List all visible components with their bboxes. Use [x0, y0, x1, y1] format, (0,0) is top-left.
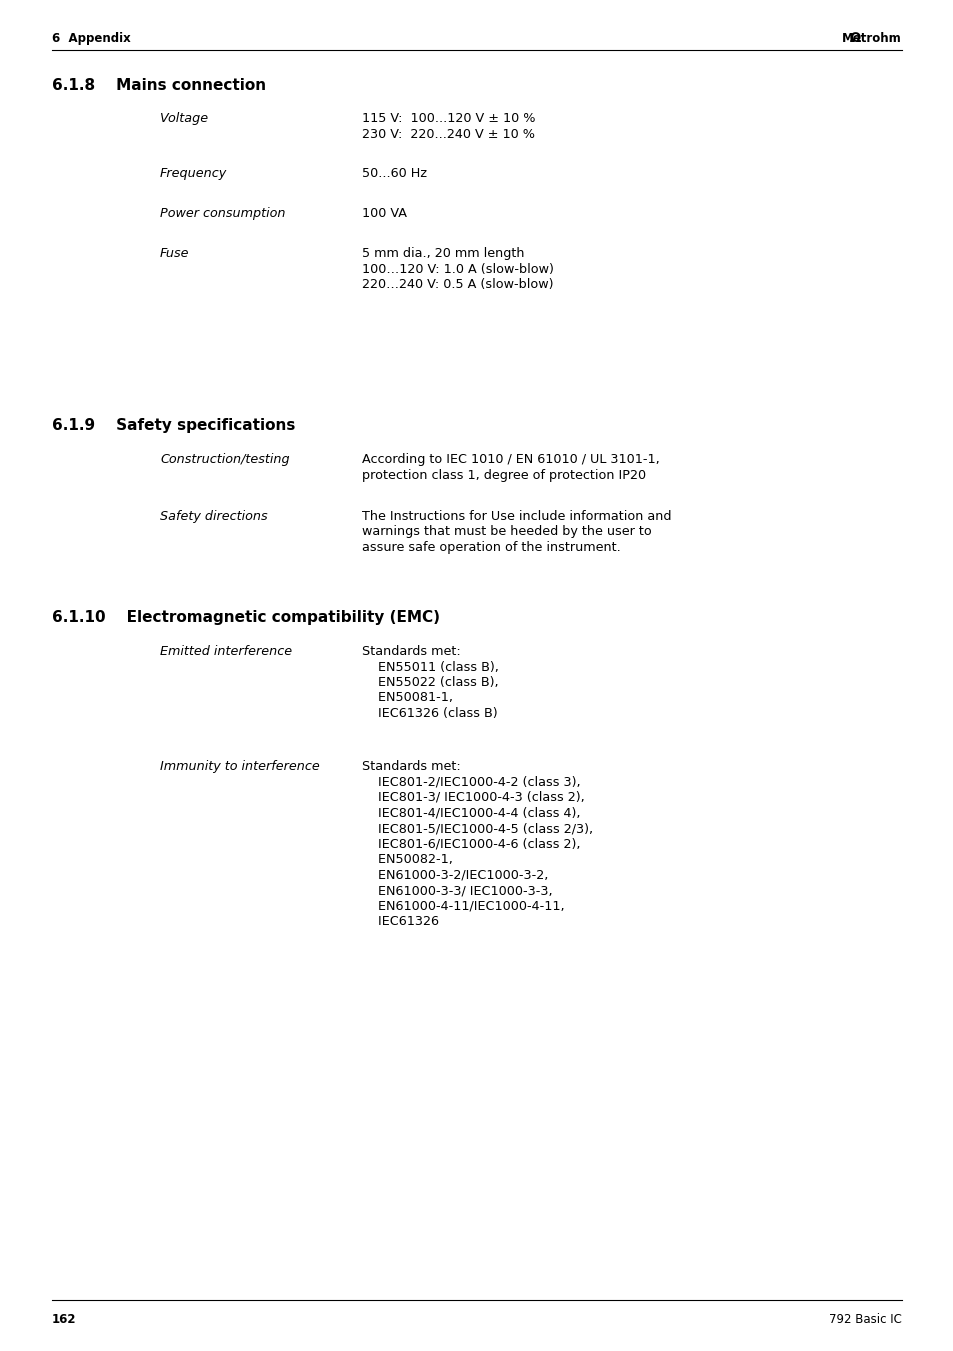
Text: Ω: Ω [849, 32, 861, 45]
Text: Fuse: Fuse [160, 247, 190, 259]
Text: EN55022 (class B),: EN55022 (class B), [361, 676, 498, 689]
Text: IEC801-5/IEC1000-4-5 (class 2/3),: IEC801-5/IEC1000-4-5 (class 2/3), [361, 821, 593, 835]
Text: 115 V:  100...120 V ± 10 %: 115 V: 100...120 V ± 10 % [361, 112, 535, 126]
Text: Construction/testing: Construction/testing [160, 453, 290, 466]
Text: Standards met:: Standards met: [361, 761, 460, 773]
Text: IEC61326: IEC61326 [361, 915, 438, 928]
Text: warnings that must be heeded by the user to: warnings that must be heeded by the user… [361, 526, 651, 539]
Text: 50...60 Hz: 50...60 Hz [361, 168, 427, 180]
Text: 6.1.9    Safety specifications: 6.1.9 Safety specifications [52, 417, 295, 434]
Text: 100…120 V: 1.0 A (slow-blow): 100…120 V: 1.0 A (slow-blow) [361, 262, 554, 276]
Text: Metrohm: Metrohm [841, 32, 901, 45]
Text: Voltage: Voltage [160, 112, 208, 126]
Text: Frequency: Frequency [160, 168, 227, 180]
Text: According to IEC 1010 / EN 61010 / UL 3101-1,: According to IEC 1010 / EN 61010 / UL 31… [361, 453, 659, 466]
Text: IEC61326 (class B): IEC61326 (class B) [361, 707, 497, 720]
Text: IEC801-4/IEC1000-4-4 (class 4),: IEC801-4/IEC1000-4-4 (class 4), [361, 807, 579, 820]
Text: IEC801-6/IEC1000-4-6 (class 2),: IEC801-6/IEC1000-4-6 (class 2), [361, 838, 579, 851]
Text: Standards met:: Standards met: [361, 644, 460, 658]
Text: EN55011 (class B),: EN55011 (class B), [361, 661, 498, 674]
Text: 5 mm dia., 20 mm length: 5 mm dia., 20 mm length [361, 247, 524, 259]
Text: 6.1.10    Electromagnetic compatibility (EMC): 6.1.10 Electromagnetic compatibility (EM… [52, 611, 439, 626]
Text: 6  Appendix: 6 Appendix [52, 32, 131, 45]
Text: 162: 162 [52, 1313, 76, 1325]
Text: Power consumption: Power consumption [160, 207, 285, 220]
Text: 220…240 V: 0.5 A (slow-blow): 220…240 V: 0.5 A (slow-blow) [361, 278, 553, 290]
Text: EN61000-4-11/IEC1000-4-11,: EN61000-4-11/IEC1000-4-11, [361, 900, 564, 912]
Text: EN61000-3-3/ IEC1000-3-3,: EN61000-3-3/ IEC1000-3-3, [361, 884, 552, 897]
Text: The Instructions for Use include information and: The Instructions for Use include informa… [361, 509, 671, 523]
Text: EN50082-1,: EN50082-1, [361, 852, 453, 866]
Text: 230 V:  220...240 V ± 10 %: 230 V: 220...240 V ± 10 % [361, 127, 535, 141]
Text: Safety directions: Safety directions [160, 509, 268, 523]
Text: Emitted interference: Emitted interference [160, 644, 292, 658]
Text: 100 VA: 100 VA [361, 207, 407, 220]
Text: 792 Basic IC: 792 Basic IC [828, 1313, 901, 1325]
Text: Immunity to interference: Immunity to interference [160, 761, 319, 773]
Text: 6.1.8    Mains connection: 6.1.8 Mains connection [52, 78, 266, 93]
Text: EN61000-3-2/IEC1000-3-2,: EN61000-3-2/IEC1000-3-2, [361, 869, 548, 881]
Text: IEC801-2/IEC1000-4-2 (class 3),: IEC801-2/IEC1000-4-2 (class 3), [361, 775, 580, 789]
Text: protection class 1, degree of protection IP20: protection class 1, degree of protection… [361, 469, 645, 481]
Text: IEC801-3/ IEC1000-4-3 (class 2),: IEC801-3/ IEC1000-4-3 (class 2), [361, 790, 584, 804]
Text: EN50081-1,: EN50081-1, [361, 692, 453, 704]
Text: assure safe operation of the instrument.: assure safe operation of the instrument. [361, 540, 620, 554]
